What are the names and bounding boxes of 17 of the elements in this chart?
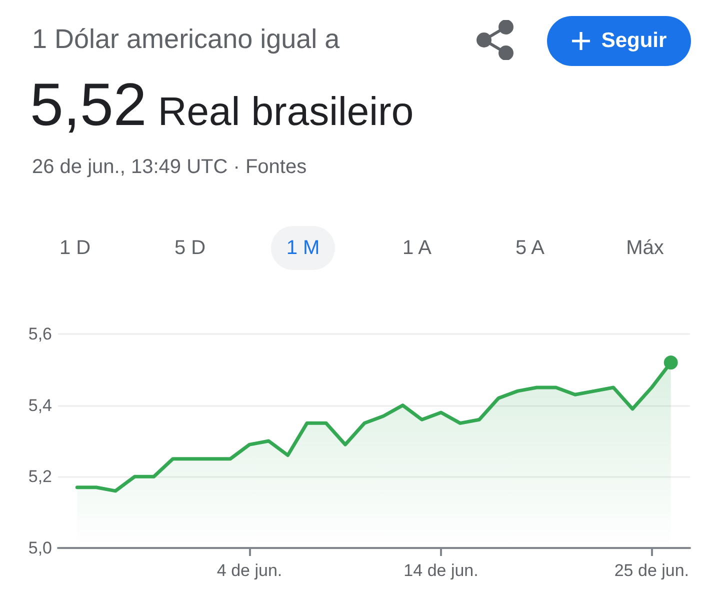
chart-title: 5,52 Real brasileiro	[30, 71, 414, 138]
text: 26 de jun., 13:49 UTC · Fontes	[32, 156, 307, 179]
y-tick-label: 5,0	[28, 538, 52, 558]
text: Máx	[625, 236, 665, 261]
x-tick-label: 4 de jun.	[216, 561, 282, 580]
follow-button[interactable]: Seguir	[547, 16, 691, 66]
y-tick-label: 5,2	[28, 467, 52, 486]
text: 1 M	[271, 226, 335, 270]
y-tick-label: 5,6	[28, 324, 52, 344]
x-tick-label: 14 de jun.	[404, 561, 478, 580]
text: 1 A	[402, 236, 432, 261]
y-tick-label: 5,4	[28, 396, 52, 415]
x-tick-label: 25 de jun.	[614, 561, 690, 580]
text: 5 D	[173, 236, 207, 261]
text: 1 D	[58, 236, 92, 261]
chart-subtitle: 1 Dólar americano igual a	[32, 24, 340, 55]
text: 5 A	[514, 236, 546, 261]
